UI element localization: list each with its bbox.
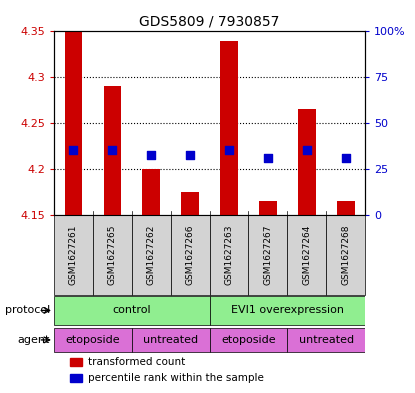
Bar [298, 109, 315, 215]
FancyBboxPatch shape [54, 296, 210, 325]
Text: GSM1627261: GSM1627261 [69, 224, 78, 285]
FancyBboxPatch shape [287, 215, 326, 295]
FancyBboxPatch shape [54, 215, 93, 295]
Point [109, 147, 116, 154]
Text: GSM1627265: GSM1627265 [108, 224, 117, 285]
Text: untreated: untreated [299, 335, 354, 345]
FancyBboxPatch shape [210, 296, 365, 325]
Point [70, 147, 77, 154]
Point [148, 152, 154, 158]
Bar [104, 86, 121, 215]
Point [226, 147, 232, 154]
FancyBboxPatch shape [210, 215, 249, 295]
Bar [142, 169, 160, 215]
Bar [65, 31, 82, 215]
Text: GSM1627262: GSM1627262 [147, 224, 156, 285]
Bar [337, 201, 354, 215]
Text: protocol: protocol [5, 305, 50, 316]
Bar [220, 40, 238, 215]
FancyBboxPatch shape [287, 327, 365, 352]
FancyBboxPatch shape [54, 327, 132, 352]
Bar [70, 358, 82, 366]
Text: transformed count: transformed count [88, 358, 186, 367]
Text: etoposide: etoposide [221, 335, 276, 345]
Text: control: control [112, 305, 151, 316]
FancyBboxPatch shape [210, 327, 287, 352]
FancyBboxPatch shape [249, 215, 287, 295]
Title: GDS5809 / 7930857: GDS5809 / 7930857 [139, 15, 280, 29]
Text: GSM1627266: GSM1627266 [186, 224, 195, 285]
FancyBboxPatch shape [326, 215, 365, 295]
Text: agent: agent [18, 335, 50, 345]
Point [303, 147, 310, 154]
FancyBboxPatch shape [93, 215, 132, 295]
FancyBboxPatch shape [171, 215, 210, 295]
Text: EVI1 overexpression: EVI1 overexpression [231, 305, 344, 316]
Point [187, 152, 193, 158]
Bar [181, 192, 199, 215]
Point [342, 155, 349, 161]
Text: GSM1627268: GSM1627268 [341, 224, 350, 285]
Point [265, 155, 271, 161]
Text: GSM1627263: GSM1627263 [225, 224, 234, 285]
Text: untreated: untreated [143, 335, 198, 345]
Text: percentile rank within the sample: percentile rank within the sample [88, 373, 264, 383]
Bar [259, 201, 277, 215]
FancyBboxPatch shape [132, 327, 210, 352]
Text: GSM1627267: GSM1627267 [264, 224, 272, 285]
Bar [70, 374, 82, 382]
Text: etoposide: etoposide [66, 335, 120, 345]
FancyBboxPatch shape [132, 215, 171, 295]
Text: GSM1627264: GSM1627264 [303, 224, 311, 285]
